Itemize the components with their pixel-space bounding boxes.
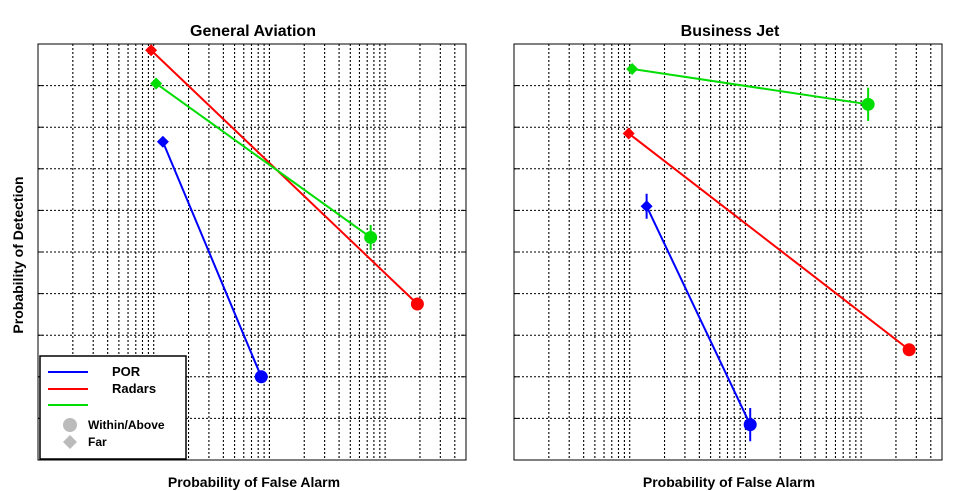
grid <box>38 44 466 460</box>
chart-title-business-jet: Business Jet <box>681 23 780 40</box>
data-point-diamond <box>150 77 163 90</box>
legend-label: Far <box>88 435 107 449</box>
legend-diamond-marker <box>63 435 77 449</box>
data-point-circle <box>861 97 875 111</box>
legend-circle-marker <box>63 418 77 432</box>
series-line <box>155 82 372 239</box>
data-point-diamond <box>640 200 653 213</box>
data-point-circle <box>254 370 268 384</box>
series-line <box>150 49 419 305</box>
x-axis-label-general-aviation: Probability of False Alarm <box>168 474 340 490</box>
legend-label: POR <box>112 364 141 379</box>
series-line <box>632 67 869 106</box>
data-point-diamond <box>156 135 169 148</box>
grid <box>514 44 942 460</box>
legend-label: Radars <box>112 381 156 396</box>
panel-business-jet: Business Jet Probability of False Alarm <box>513 23 943 490</box>
data-point-circle <box>410 297 424 311</box>
legend-label: Within/Above <box>88 418 165 432</box>
data-point-circle <box>743 418 757 432</box>
y-axis-label-left: Probability of Detection <box>10 176 26 333</box>
data-point-circle <box>902 343 916 357</box>
data-point-diamond <box>626 62 639 75</box>
data-point-diamond <box>622 127 635 140</box>
series-line <box>161 141 263 378</box>
series-line <box>628 132 910 351</box>
series-line <box>645 205 752 426</box>
x-axis-label-business-jet: Probability of False Alarm <box>643 474 815 490</box>
data-point-diamond <box>145 44 158 57</box>
chart-title-general-aviation: General Aviation <box>190 23 316 40</box>
panel-general-aviation: General Aviation Probability of False Al… <box>37 23 467 490</box>
data-point-circle <box>364 230 378 244</box>
legend: POR Radars Within/Above Far <box>39 355 187 460</box>
